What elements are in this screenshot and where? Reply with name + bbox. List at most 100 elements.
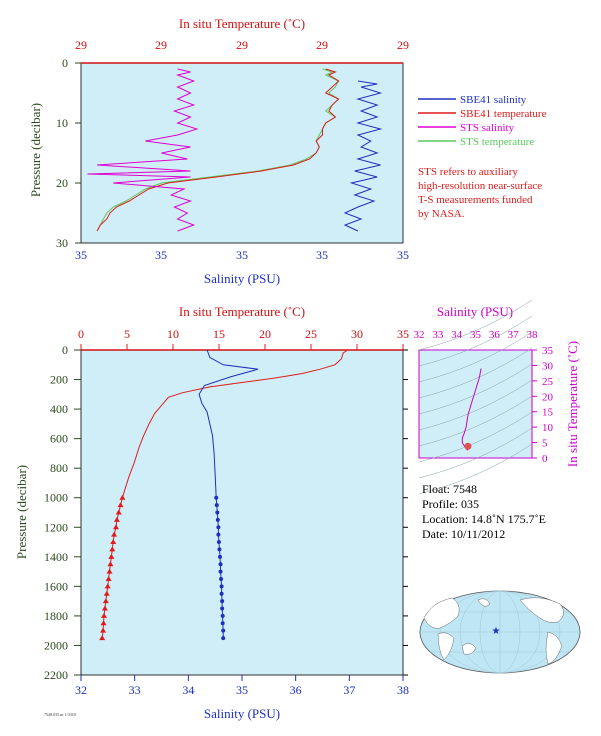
legend-note: STS refers to auxiliary high-resolution … xyxy=(418,166,542,220)
pressure-tick-label: 200 xyxy=(50,373,68,387)
ts-temp-tick-label: 10 xyxy=(542,422,554,434)
series-line-sts-salinity xyxy=(87,68,199,232)
ts-temp-tick-labels: 0 5 10 15 20 25 30 35 xyxy=(532,345,554,465)
legend: SBE41 salinity SBE41 temperature STS sal… xyxy=(418,94,547,220)
legend-label: SBE41 salinity xyxy=(460,94,527,106)
series-line-sbe41-temperature xyxy=(96,68,340,232)
ts-temp-tick-label: 5 xyxy=(542,438,548,450)
temperature-marker xyxy=(105,575,112,581)
salinity-tick-label: 35 xyxy=(236,683,248,697)
legend-note-line: STS refers to auxiliary xyxy=(418,166,518,178)
temp-tick-label: 35 xyxy=(397,327,409,341)
temp-tick-label: 30 xyxy=(351,327,363,341)
top-sal-tick-label: 35 xyxy=(316,248,328,262)
density-contour xyxy=(418,299,533,351)
top-sal-tick-labels: 35 35 35 35 35 xyxy=(75,248,409,262)
bottom-pressure-title: Pressure (decibar) xyxy=(14,465,29,559)
location: Location: 14.8˚N 175.7˚E xyxy=(422,512,546,526)
pressure-tick-label: 600 xyxy=(50,432,68,446)
ts-sal-tick-label: 33 xyxy=(432,329,444,341)
temperature-marker xyxy=(110,539,117,545)
salinity-marker xyxy=(218,562,223,567)
pressure-tick-label: 2200 xyxy=(44,668,68,682)
top-temp-tick-label: 29 xyxy=(316,38,328,52)
ts-sal-tick-label: 37 xyxy=(508,329,520,341)
ts-sal-tick-label: 34 xyxy=(451,329,463,341)
top-pressure-tick-labels: 0 10 20 30 xyxy=(56,56,68,250)
top-plot-area xyxy=(80,62,404,244)
density-contour xyxy=(418,315,533,367)
legend-note-line: high-resolution near-surface xyxy=(418,180,542,192)
float-info: Float: 7548 Profile: 035 Location: 14.8˚… xyxy=(422,482,546,541)
ts-sal-tick-label: 32 xyxy=(414,329,425,341)
temperature-marker xyxy=(100,620,107,626)
top-temp-tick-label: 29 xyxy=(236,38,248,52)
salinity-marker xyxy=(218,569,223,574)
top-sal-tick-label: 35 xyxy=(155,248,167,262)
bottom-plot-area xyxy=(80,349,404,676)
pressure-tick-label: 800 xyxy=(50,461,68,475)
ts-temp-tick-label: 30 xyxy=(542,360,554,372)
salinity-tick-label: 32 xyxy=(75,683,87,697)
temperature-marker xyxy=(119,494,126,500)
world-map: ★ xyxy=(419,590,581,674)
density-contour xyxy=(418,379,533,431)
salinity-marker xyxy=(221,628,226,633)
ts-density-contours xyxy=(418,299,533,495)
series-line-salinity xyxy=(198,349,259,498)
temp-tick-label: 15 xyxy=(213,327,225,341)
bottom-temp-axis-title: In situ Temperature (˚C) xyxy=(179,304,305,319)
salinity-tick-label: 38 xyxy=(397,683,409,697)
top-pressure-title: Pressure (decibar) xyxy=(28,103,43,197)
pressure-tick-label: 1600 xyxy=(44,579,68,593)
bottom-sal-tick-labels: 32 33 34 35 36 37 38 xyxy=(75,675,409,697)
top-temp-axis-title: In situ Temperature (˚C) xyxy=(179,16,305,31)
temperature-marker xyxy=(107,561,114,567)
top-panel: In situ Temperature (˚C) 29 29 29 29 29 … xyxy=(28,16,409,286)
salinity-marker xyxy=(220,599,225,604)
salinity-marker xyxy=(220,606,225,611)
temp-tick-label: 0 xyxy=(78,327,84,341)
bottom-sal-axis-title: Salinity (PSU) xyxy=(204,706,280,721)
temperature-marker xyxy=(101,612,107,618)
temperature-marker xyxy=(115,509,122,515)
salinity-marker xyxy=(221,636,226,641)
top-plot-lines xyxy=(87,68,383,232)
ts-temp-tick-label: 25 xyxy=(542,376,554,388)
top-left-ticks xyxy=(75,62,81,244)
profile-id: Profile: 035 xyxy=(422,497,479,511)
salinity-marker xyxy=(217,547,222,552)
ts-temp-tick-label: 35 xyxy=(542,345,554,357)
ts-temp-tick-label: 20 xyxy=(542,391,554,403)
density-contour xyxy=(418,331,533,383)
series-line-temperature xyxy=(121,349,349,498)
temperature-marker xyxy=(101,605,108,611)
density-contour xyxy=(418,427,533,479)
top-temp-tick-label: 29 xyxy=(397,38,409,52)
ts-sal-title: Salinity (PSU) xyxy=(437,304,513,319)
temperature-marker xyxy=(100,627,107,633)
ts-deep-cluster xyxy=(464,442,472,450)
ts-temp-title: In situ Temperature (˚C) xyxy=(565,341,580,467)
top-temp-tick-labels: 29 29 29 29 29 xyxy=(75,38,409,52)
ts-plot-lines xyxy=(461,368,482,451)
map-land xyxy=(423,597,564,665)
salinity-marker xyxy=(216,525,221,530)
temperature-marker xyxy=(113,516,120,522)
salinity-tick-label: 34 xyxy=(182,683,194,697)
temp-tick-label: 25 xyxy=(305,327,317,341)
temperature-marker xyxy=(111,531,118,537)
salinity-marker xyxy=(216,532,221,537)
temp-tick-label: 5 xyxy=(124,327,130,341)
salinity-marker xyxy=(217,554,222,559)
top-sal-tick-label: 35 xyxy=(236,248,248,262)
pressure-tick-label: 1200 xyxy=(44,520,68,534)
ts-plot-area xyxy=(418,349,533,459)
ts-temp-tick-label: 15 xyxy=(542,407,554,419)
bottom-temp-tick-labels: 0 5 10 15 20 25 30 35 xyxy=(78,327,409,350)
pressure-tick-label: 1800 xyxy=(44,609,68,623)
top-sal-tick-label: 35 xyxy=(397,248,409,262)
map-graticule xyxy=(422,590,578,674)
temperature-marker xyxy=(99,635,106,641)
bottom-pressure-ticks: 0 200 400 600 800 1000 1200 1400 1600 1800 2000 220… xyxy=(44,343,408,682)
